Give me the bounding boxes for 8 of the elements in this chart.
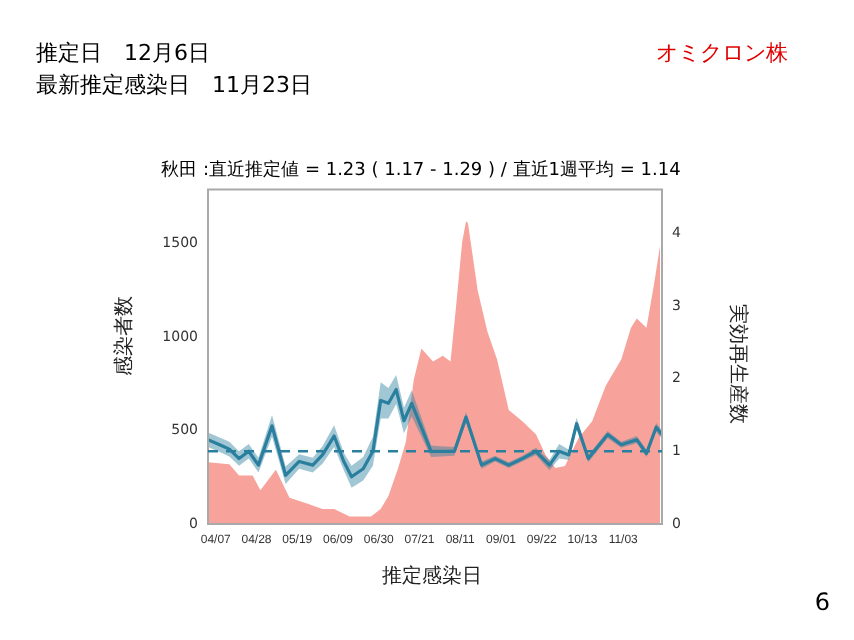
x-axis-title: 推定感染日: [382, 563, 482, 590]
text: オミクロン株: [656, 38, 788, 68]
text: 最新推定感染日 11月23日: [36, 70, 312, 100]
text: 推定日 12月6日: [36, 38, 210, 68]
chart-title: 秋田 :直近推定値 = 1.23 ( 1.17 - 1.29 ) / 直近1週平均 = 1.14: [161, 159, 682, 182]
y2-axis-title: 実効再生産数: [724, 304, 751, 424]
text: 6: [814, 588, 830, 616]
y-axis-title: 感染者数: [111, 296, 138, 376]
